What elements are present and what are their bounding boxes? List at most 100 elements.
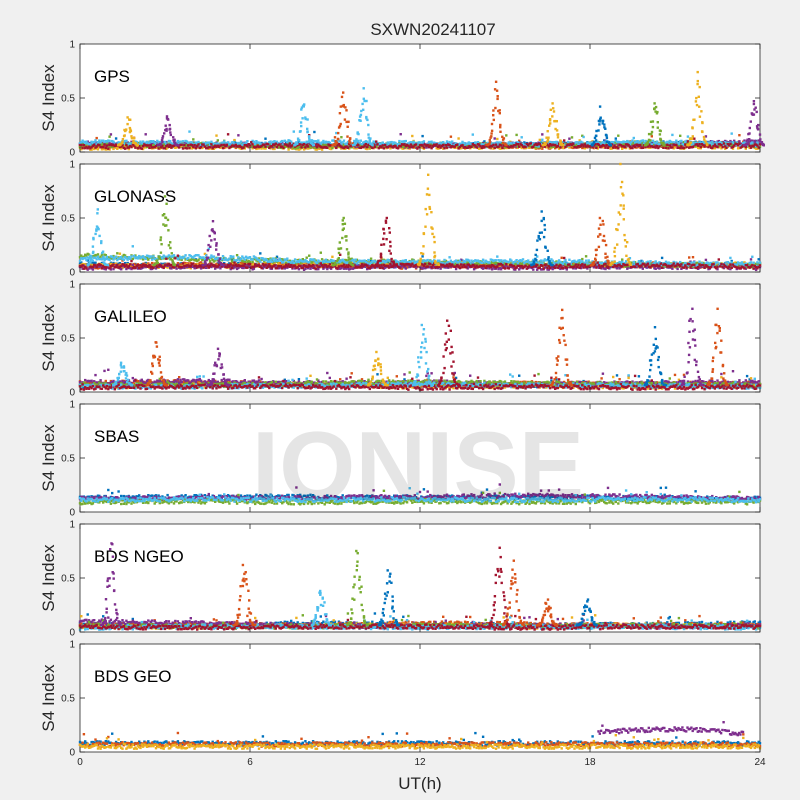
data-point: [650, 145, 653, 148]
data-point: [538, 138, 541, 142]
spike-point: [605, 140, 608, 144]
data-point: [184, 262, 187, 265]
data-point: [125, 143, 128, 147]
data-point: [163, 144, 167, 148]
data-point: [260, 143, 263, 146]
data-point: [407, 144, 410, 148]
spike-point: [758, 133, 762, 136]
data-point: [403, 140, 406, 143]
data-point: [339, 139, 342, 142]
spike-point: [129, 128, 132, 131]
data-point: [416, 265, 419, 269]
data-point: [360, 145, 364, 149]
data-point: [672, 147, 675, 150]
data-point: [698, 146, 701, 150]
data-point: [472, 146, 476, 149]
data-point: [566, 143, 570, 146]
data-point: [439, 146, 442, 149]
data-point: [682, 146, 686, 150]
spike-point: [165, 129, 168, 132]
data-point: [306, 142, 310, 145]
data-point: [666, 140, 669, 144]
data-point: [717, 141, 720, 145]
data-point: [671, 146, 674, 149]
data-point: [382, 147, 386, 150]
spike-point: [169, 133, 172, 137]
data-point: [707, 145, 710, 149]
data-point: [735, 142, 738, 146]
spike-point: [696, 82, 699, 86]
data-point: [127, 142, 131, 146]
spike-point: [356, 131, 359, 134]
y-tick-label: 0: [69, 148, 75, 159]
spike-point: [654, 110, 657, 113]
spike-point: [495, 89, 499, 92]
data-point: [578, 139, 581, 142]
data-point: [442, 147, 445, 150]
data-point: [102, 139, 105, 142]
data-point: [429, 142, 432, 145]
data-point: [534, 142, 538, 146]
data-point: [623, 140, 626, 144]
data-point: [324, 145, 328, 149]
data-point: [141, 144, 145, 148]
data-point: [358, 142, 361, 145]
data-point: [327, 144, 330, 148]
data-point: [601, 141, 605, 144]
data-point: [91, 144, 95, 148]
data-point: [256, 147, 259, 150]
data-point: [503, 146, 507, 149]
data-point: [597, 143, 601, 146]
spike-point: [593, 136, 597, 140]
data-point: [738, 134, 741, 137]
data-point: [228, 143, 231, 146]
data-point: [103, 143, 106, 146]
spike-point: [559, 143, 563, 146]
spike-point: [597, 129, 600, 132]
data-point: [198, 261, 201, 265]
data-point: [327, 140, 330, 144]
data-point: [633, 141, 637, 144]
data-point: [427, 145, 431, 149]
data-point: [98, 142, 101, 146]
data-point: [154, 142, 158, 145]
data-point: [462, 141, 465, 145]
data-point: [288, 144, 292, 147]
data-point: [448, 145, 451, 149]
data-point: [145, 142, 149, 146]
spike-point: [359, 113, 363, 117]
data-point: [563, 139, 566, 142]
data-point: [469, 144, 472, 147]
data-point: [685, 145, 688, 149]
data-point: [483, 140, 486, 143]
data-point: [355, 139, 359, 142]
data-point: [81, 141, 84, 145]
data-point: [619, 144, 623, 147]
data-point: [711, 146, 714, 150]
data-point: [291, 142, 294, 145]
data-point: [112, 145, 115, 148]
data-point: [610, 147, 614, 150]
spike-point: [339, 122, 342, 126]
data-point: [390, 143, 393, 147]
data-point: [507, 141, 511, 144]
data-point: [215, 262, 218, 266]
data-point: [713, 145, 717, 148]
data-point: [641, 141, 644, 144]
spike-point: [363, 99, 366, 103]
data-point: [461, 142, 464, 146]
data-point: [212, 142, 216, 145]
data-point: [497, 265, 500, 269]
data-point: [438, 147, 441, 150]
data-point: [557, 145, 561, 148]
spike-point: [128, 130, 132, 134]
data-point: [163, 147, 167, 150]
data-point: [348, 142, 351, 146]
data-point: [682, 141, 686, 144]
data-point: [748, 146, 751, 150]
spike-point: [492, 109, 495, 112]
data-point: [111, 142, 114, 146]
data-point: [675, 143, 678, 146]
data-point: [206, 146, 209, 150]
data-point: [693, 142, 696, 145]
